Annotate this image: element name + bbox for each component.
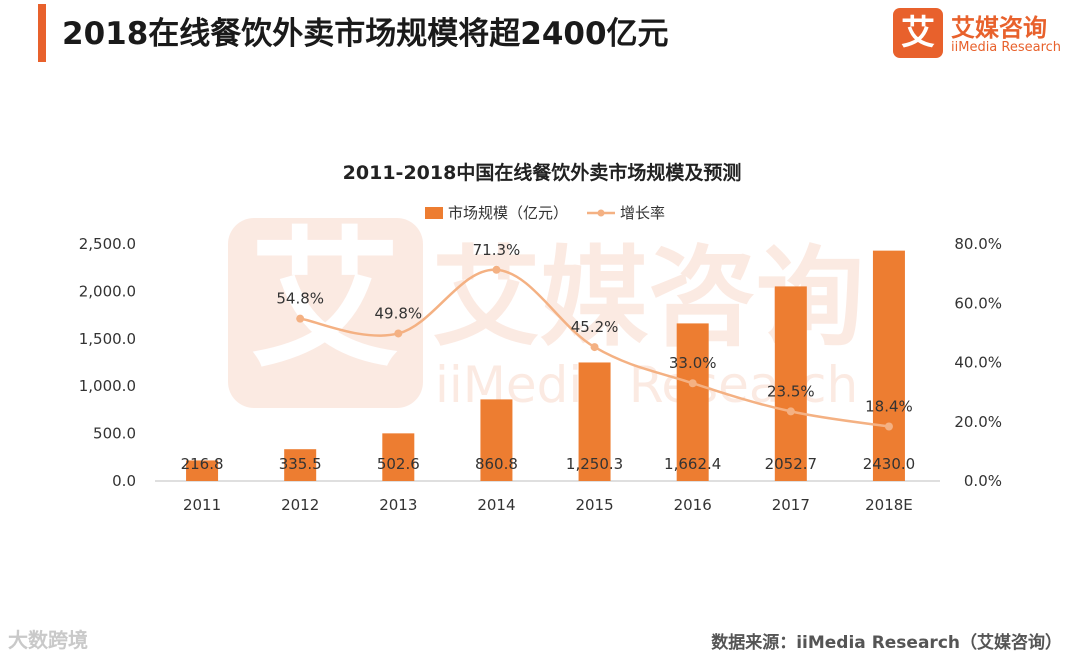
bar-value-label: 335.5 <box>279 455 322 473</box>
growth-value-label: 23.5% <box>767 382 815 400</box>
bar-value-label: 2430.0 <box>863 455 916 473</box>
brand-badge: 艾 <box>893 8 943 58</box>
page-title: 2018在线餐饮外卖市场规模将超2400亿元 <box>62 16 669 52</box>
left-axis-tick-label: 1,000.0 <box>79 377 136 395</box>
corner-watermark: 大数跨境 <box>8 628 88 652</box>
left-axis-tick-label: 500.0 <box>93 425 136 443</box>
brand-subtitle: iiMedia Research <box>951 40 1062 55</box>
x-axis-tick-label: 2013 <box>379 496 417 514</box>
bar <box>186 460 219 481</box>
growth-value-label: 33.0% <box>669 354 717 372</box>
brand-name: 艾媒咨询 <box>951 14 1047 42</box>
right-axis-tick-label: 60.0% <box>954 294 1002 312</box>
market-size-chart: 艾 艾媒咨询 iiMedia Research 2011-2018中国在线餐饮外… <box>79 161 1002 514</box>
chart-legend: 市场规模（亿元） 增长率 <box>425 204 665 222</box>
brand-logo: 艾 艾媒咨询 iiMedia Research <box>893 8 1073 60</box>
left-axis: 0.0 500.0 1,000.0 1,500.0 2,000.0 2,500.0 <box>79 235 136 490</box>
bar <box>578 362 611 481</box>
right-axis-tick-label: 80.0% <box>954 235 1002 253</box>
bar-value-label: 1,250.3 <box>566 455 623 473</box>
x-axis-tick-label: 2018E <box>865 496 913 514</box>
bar <box>480 399 513 481</box>
left-axis-tick-label: 2,500.0 <box>79 235 136 253</box>
x-axis-tick-label: 2015 <box>575 496 613 514</box>
bar <box>872 250 905 481</box>
left-axis-tick-label: 1,500.0 <box>79 330 136 348</box>
bar <box>774 286 807 481</box>
legend-line-marker <box>597 209 605 217</box>
bar <box>382 433 415 481</box>
growth-value-label: 49.8% <box>374 304 422 322</box>
chart-title: 2011-2018中国在线餐饮外卖市场规模及预测 <box>343 161 742 184</box>
x-axis: 2011 2012 2013 2014 2015 2016 2017 2018E <box>183 496 913 514</box>
legend-bar-label: 市场规模（亿元） <box>448 204 568 222</box>
growth-point <box>786 407 795 416</box>
bar-value-label: 1,662.4 <box>664 455 721 473</box>
x-axis-tick-label: 2012 <box>281 496 319 514</box>
x-axis-tick-label: 2014 <box>477 496 515 514</box>
legend-bar-swatch <box>425 207 443 219</box>
bar-value-label: 2052.7 <box>765 455 818 473</box>
bar-value-label: 860.8 <box>475 455 518 473</box>
title-accent-bar <box>38 4 46 62</box>
growth-point <box>688 379 697 388</box>
bar-series: 216.8 335.5 502.6 860.8 1,250.3 1,662.4 2052.7… <box>181 250 916 481</box>
right-axis-tick-label: 40.0% <box>954 354 1002 372</box>
left-axis-tick-label: 0.0 <box>112 472 136 490</box>
growth-value-label: 71.3% <box>473 241 521 259</box>
right-axis-tick-label: 20.0% <box>954 413 1002 431</box>
growth-value-label: 18.4% <box>865 397 913 415</box>
watermark-badge-mark: 艾 <box>250 214 400 388</box>
growth-line-series: 54.8% 49.8% 71.3% 45.2% 33.0% 23.5% 18.4% <box>276 241 913 431</box>
source-note: 数据来源：iiMedia Research（艾媒咨询） <box>711 633 1062 653</box>
growth-point <box>492 265 501 274</box>
growth-value-label: 54.8% <box>276 290 324 308</box>
bar-value-label: 216.8 <box>181 455 224 473</box>
bar <box>284 449 317 481</box>
right-axis-tick-label: 0.0% <box>964 472 1002 490</box>
growth-value-label: 45.2% <box>571 318 619 336</box>
x-axis-tick-label: 2016 <box>674 496 712 514</box>
x-axis-tick-label: 2017 <box>772 496 810 514</box>
bar <box>676 323 709 481</box>
growth-point <box>884 422 893 431</box>
x-axis-tick-label: 2011 <box>183 496 221 514</box>
growth-point <box>394 329 403 338</box>
legend-line-label: 增长率 <box>620 204 665 222</box>
growth-point <box>296 314 305 323</box>
left-axis-tick-label: 2,000.0 <box>79 282 136 300</box>
right-axis: 0.0% 20.0% 40.0% 60.0% 80.0% <box>954 235 1002 490</box>
growth-point <box>590 343 599 352</box>
bar-value-label: 502.6 <box>377 455 420 473</box>
watermark-badge <box>228 218 423 408</box>
